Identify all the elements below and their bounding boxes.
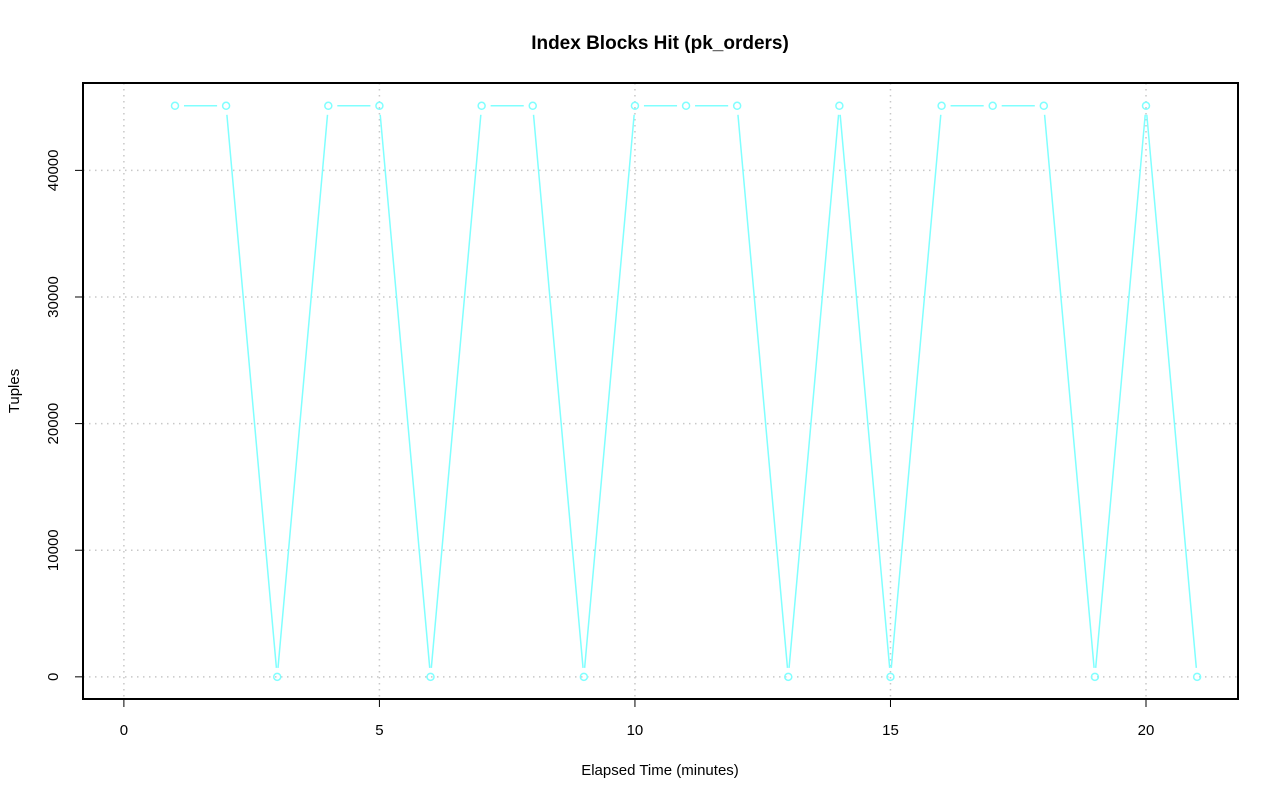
y-tick-label: 40000 — [45, 150, 62, 192]
series-line-segment — [379, 114, 431, 668]
data-point — [426, 672, 435, 682]
series-line-segment — [788, 114, 840, 668]
data-point — [477, 101, 486, 111]
data-point — [221, 101, 231, 111]
series-line-segment — [1043, 114, 1095, 668]
plot-frame — [82, 82, 1239, 700]
x-tick-label: 20 — [1138, 722, 1155, 739]
data-point — [1090, 672, 1100, 682]
data-point — [835, 101, 844, 111]
data-point — [784, 672, 793, 682]
series-line-segment — [583, 114, 635, 668]
y-tick-label: 0 — [45, 673, 62, 681]
data-point — [375, 101, 384, 111]
x-tick-label: 5 — [375, 722, 383, 739]
data-point — [1192, 672, 1202, 682]
data-point — [170, 101, 180, 111]
data-point — [579, 672, 589, 682]
y-tick-label: 30000 — [45, 276, 62, 318]
series-line-segment — [890, 114, 942, 668]
grid-lines — [83, 83, 1238, 699]
series-line-segment — [430, 114, 482, 668]
data-point — [732, 101, 742, 111]
data-series — [170, 101, 1202, 682]
series-line-segment — [839, 114, 891, 668]
series-line-segment — [532, 114, 584, 668]
y-tick-label: 20000 — [45, 403, 62, 445]
data-point — [630, 101, 640, 111]
axes: 0 5 10 15 20 0 10000 20000 30000 40000 — [45, 150, 1154, 739]
data-point — [886, 672, 895, 682]
data-point — [1039, 101, 1049, 111]
data-point — [681, 101, 691, 111]
data-point — [937, 101, 946, 111]
x-tick-label: 0 — [120, 722, 128, 739]
y-axis-label: Tuples — [6, 369, 23, 413]
series-line-segment — [1094, 114, 1146, 668]
data-point — [1141, 101, 1151, 111]
chart-title: Index Blocks Hit (pk_orders) — [531, 33, 789, 54]
data-point — [988, 101, 997, 111]
x-tick-label: 10 — [627, 722, 644, 739]
x-tick-label: 15 — [882, 722, 899, 739]
x-axis-label: Elapsed Time (minutes) — [581, 762, 739, 779]
series-line-segment — [1146, 114, 1198, 668]
series-line-segment — [277, 114, 329, 668]
data-point — [528, 101, 537, 111]
y-tick-label: 10000 — [45, 529, 62, 571]
data-point — [272, 672, 282, 682]
series-line-segment — [737, 114, 789, 668]
data-point — [324, 101, 333, 111]
series-line-segment — [226, 114, 278, 668]
